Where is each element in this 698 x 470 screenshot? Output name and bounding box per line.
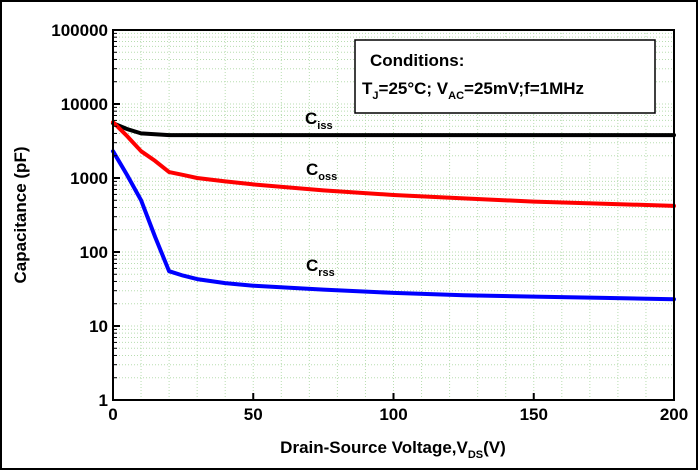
series-layer bbox=[111, 120, 676, 302]
y-tick-label: 100000 bbox=[51, 21, 108, 40]
cond-t-rest: =25°C; V bbox=[379, 79, 449, 98]
x-tick-label: 0 bbox=[108, 405, 117, 424]
y-tick-label: 1000 bbox=[70, 169, 108, 188]
conditions-title: Conditions: bbox=[370, 51, 464, 70]
coss-name: C bbox=[306, 160, 318, 179]
series-label-crss: Crss bbox=[306, 256, 335, 279]
series-line-rss bbox=[111, 149, 676, 302]
x-axis-title: Drain-Source Voltage,VDS(V) bbox=[280, 438, 506, 461]
series-line-iss bbox=[111, 121, 676, 138]
x-tick-label: 150 bbox=[520, 405, 548, 424]
x-tick-label: 100 bbox=[379, 405, 407, 424]
xlabel-main: Drain-Source Voltage,V bbox=[280, 438, 468, 457]
coss-sub: oss bbox=[318, 171, 337, 183]
series-line-oss bbox=[111, 120, 676, 208]
cond-v-rest: =25mV;f=1MHz bbox=[464, 79, 584, 98]
crss-name: C bbox=[306, 256, 318, 275]
x-tick-label: 50 bbox=[244, 405, 263, 424]
series-label-ciss: Ciss bbox=[305, 109, 333, 132]
cond-t-sub: J bbox=[372, 90, 378, 102]
cond-t: T bbox=[362, 79, 373, 98]
conditions-text: TJ=25°C; VAC=25mV;f=1MHz bbox=[362, 79, 584, 102]
y-tick-label: 10 bbox=[89, 317, 108, 336]
ticks: 0 50 100 150 200 1 10 100 1000 10000 100000 bbox=[51, 21, 688, 424]
ciss-sub: iss bbox=[317, 120, 332, 132]
cond-v-sub: AC bbox=[448, 90, 464, 102]
xlabel-unit: (V) bbox=[483, 438, 506, 457]
y-tick-label: 10000 bbox=[61, 95, 108, 114]
conditions-box: Conditions: TJ=25°C; VAC=25mV;f=1MHz bbox=[354, 39, 656, 114]
x-tick-label: 200 bbox=[660, 405, 688, 424]
xlabel-sub: DS bbox=[468, 449, 483, 461]
y-axis-title: Capacitance (pF) bbox=[11, 147, 30, 284]
crss-sub: rss bbox=[318, 267, 335, 279]
ciss-name: C bbox=[305, 109, 317, 128]
series-label-coss: Coss bbox=[306, 160, 337, 183]
conditions-frame bbox=[354, 39, 656, 114]
y-tick-label: 1 bbox=[99, 391, 108, 410]
grid bbox=[113, 30, 674, 400]
y-tick-label: 100 bbox=[80, 243, 108, 262]
